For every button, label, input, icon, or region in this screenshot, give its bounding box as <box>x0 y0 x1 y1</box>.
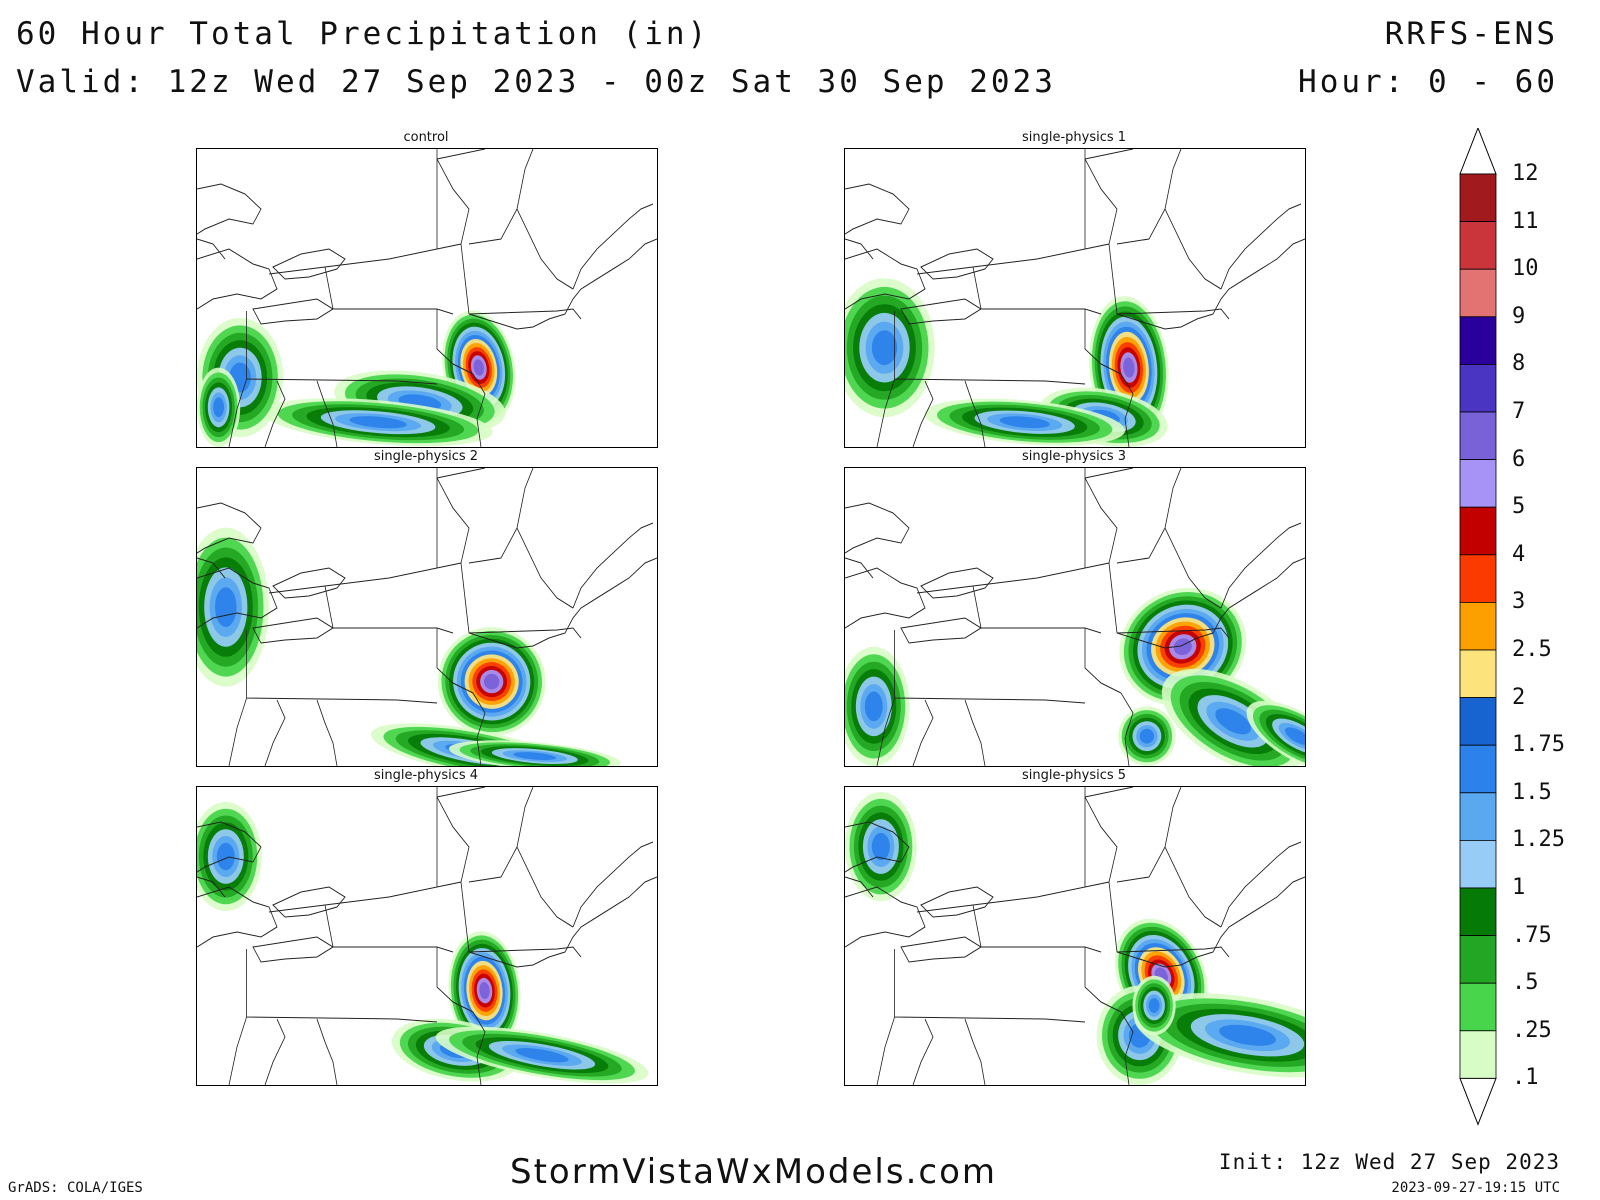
colorbar-swatch <box>1459 982 1497 1032</box>
colorbar-swatch <box>1459 887 1497 936</box>
precip-field <box>845 792 1305 1085</box>
colorbar-bottom-arrow <box>1459 1077 1497 1126</box>
forecast-hours: Hour: 0 - 60 <box>1298 64 1558 100</box>
colorbar-label: .25 <box>1512 1017 1552 1043</box>
colorbar-graphic <box>1459 128 1497 1126</box>
colorbar-swatch <box>1459 411 1497 460</box>
precip-map <box>845 149 1305 447</box>
colorbar-top-arrow <box>1459 128 1497 175</box>
colorbar-label: 4 <box>1512 541 1526 567</box>
precip-field <box>197 527 621 766</box>
generated-timestamp: 2023-09-27-19:15 UTC <box>1391 1180 1560 1196</box>
colorbar-label: 9 <box>1512 303 1526 329</box>
colorbar-label: 8 <box>1512 351 1526 377</box>
model-name: RRFS-ENS <box>1384 16 1558 52</box>
grads-credit: GrADS: COLA/IGES <box>8 1180 143 1196</box>
colorbar-label: 5 <box>1512 494 1526 520</box>
panel-title: single-physics 2 <box>373 449 479 464</box>
colorbar-label: .75 <box>1512 922 1552 948</box>
colorbar-swatch <box>1459 221 1497 270</box>
colorbar-swatch <box>1459 316 1497 365</box>
precip-map <box>845 787 1305 1085</box>
colorbar-label: 1 <box>1512 875 1526 900</box>
precip-map <box>197 468 657 766</box>
map-boundaries <box>197 149 657 447</box>
colorbar-label: 1.25 <box>1512 827 1565 853</box>
colorbar-swatch <box>1459 697 1497 746</box>
precip-map <box>197 149 657 447</box>
colorbar-swatch <box>1459 459 1497 508</box>
map-boundaries <box>845 787 1305 1085</box>
precip-field <box>845 587 1305 766</box>
map-boundaries <box>845 468 1305 766</box>
precip-map-panel <box>196 786 658 1086</box>
colorbar-label: 11 <box>1512 208 1539 234</box>
chart-title: 60 Hour Total Precipitation (in) <box>16 16 710 52</box>
panel-title: single-physics 4 <box>373 768 479 783</box>
colorbar-swatch <box>1459 506 1497 556</box>
colorbar-swatch <box>1459 649 1497 698</box>
colorbar-swatch <box>1459 601 1497 651</box>
colorbar-swatch <box>1459 935 1497 984</box>
colorbar-label: 12 <box>1512 161 1539 186</box>
colorbar-label: 2.5 <box>1512 637 1552 662</box>
init-time: Init: 12z Wed 27 Sep 2023 <box>1218 1150 1560 1174</box>
precip-map-panel <box>196 467 658 767</box>
precip-field <box>197 310 516 447</box>
precip-map-panel <box>844 786 1306 1086</box>
map-boundaries <box>845 149 1305 447</box>
map-boundaries <box>197 468 657 766</box>
colorbar-swatch <box>1459 173 1497 222</box>
colorbar-label: 1.75 <box>1512 732 1565 758</box>
colorbar-swatch <box>1459 840 1497 889</box>
colorbar-swatch <box>1459 792 1497 841</box>
site-watermark: StormVistaWxModels.com <box>510 1152 998 1192</box>
colorbar-label: 1.5 <box>1512 779 1552 805</box>
precip-map-panel <box>196 148 658 448</box>
precip-map <box>197 787 657 1085</box>
valid-period: Valid: 12z Wed 27 Sep 2023 - 00z Sat 30 … <box>16 64 1056 100</box>
precip-map-panel <box>844 148 1306 448</box>
colorbar-label: 6 <box>1512 446 1526 472</box>
colorbar-label: .5 <box>1512 970 1539 996</box>
map-boundaries <box>197 787 657 1085</box>
panel-title: control <box>403 130 449 145</box>
colorbar-label: 3 <box>1512 589 1526 615</box>
colorbar-label: 2 <box>1512 684 1526 710</box>
colorbar-swatch <box>1459 268 1497 318</box>
colorbar-swatch <box>1459 1030 1497 1079</box>
precip-field <box>197 801 649 1084</box>
colorbar-label: 10 <box>1512 256 1539 282</box>
panel-title: single-physics 5 <box>1021 768 1127 783</box>
panel-title: single-physics 1 <box>1021 130 1127 145</box>
colorbar-swatch <box>1459 363 1497 413</box>
precip-map <box>845 468 1305 766</box>
colorbar-label: .1 <box>1512 1065 1539 1091</box>
precip-map-panel <box>844 467 1306 767</box>
colorbar-swatch <box>1459 554 1497 603</box>
panel-title: single-physics 3 <box>1021 449 1127 464</box>
colorbar-swatch <box>1459 744 1497 794</box>
colorbar-label: 7 <box>1512 399 1526 424</box>
